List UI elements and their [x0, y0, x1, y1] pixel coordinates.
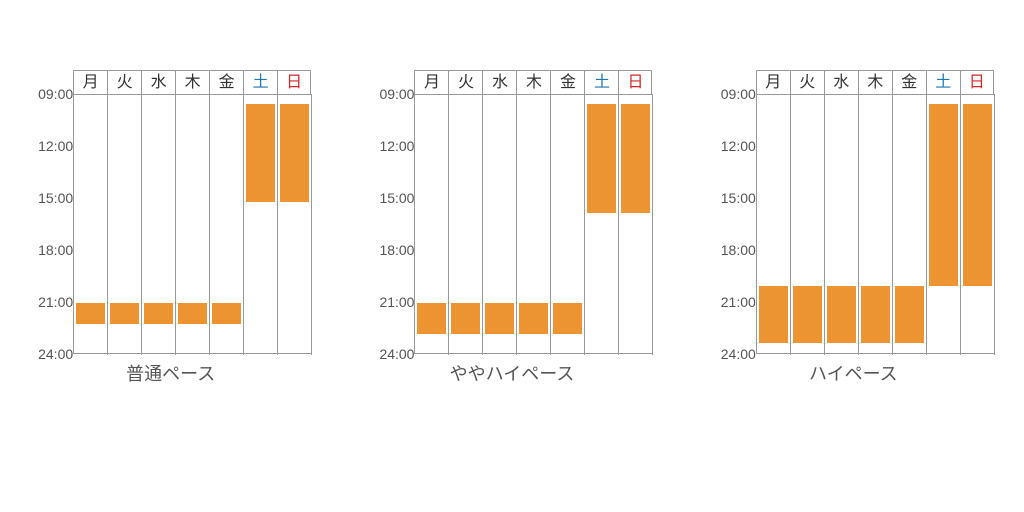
day-header-6: 日: [618, 70, 652, 94]
day-header-0: 月: [73, 70, 107, 94]
day-column-2: [142, 95, 176, 355]
day-header-3: 木: [516, 70, 550, 94]
day-header-5: 土: [584, 70, 618, 94]
day-column-5: [927, 95, 961, 355]
day-header-5: 土: [926, 70, 960, 94]
day-header-4: 金: [550, 70, 584, 94]
day-column-3: [517, 95, 551, 355]
day-column-4: [210, 95, 244, 355]
schedule-chart-2: 09:00 12:00 15:00 18:00 21:00 24:00 月火水木金土日ハイペ…: [712, 70, 995, 386]
schedule-chart-1: 09:00 12:00 15:00 18:00 21:00 24:00 月火水木金土日ややハ…: [370, 70, 653, 386]
day-column-5: [244, 95, 278, 355]
chart-title: ややハイペース: [450, 360, 575, 386]
day-header-6: 日: [277, 70, 311, 94]
schedule-bar: [895, 286, 924, 343]
day-column-0: [415, 95, 449, 355]
schedule-bar: [178, 303, 207, 324]
y-tick-label: 09:00: [379, 86, 414, 102]
schedule-bar: [212, 303, 241, 324]
chart-grid: [756, 94, 995, 354]
day-header-row: 月火水木金土日: [756, 70, 995, 94]
schedule-bar: [485, 303, 514, 334]
y-tick-label: 24:00: [721, 346, 756, 362]
schedule-bar: [144, 303, 173, 324]
day-column-2: [825, 95, 859, 355]
schedule-bar: [963, 104, 992, 286]
day-column-2: [483, 95, 517, 355]
schedule-bar: [246, 104, 275, 203]
chart-grid: [414, 94, 653, 354]
day-header-2: 水: [482, 70, 516, 94]
day-column-4: [551, 95, 585, 355]
y-tick-label: 18:00: [721, 242, 756, 258]
day-column-0: [74, 95, 108, 355]
day-column-4: [893, 95, 927, 355]
y-axis: 09:0012:0015:0018:0021:0024:00: [370, 94, 414, 354]
y-tick-label: 21:00: [38, 294, 73, 310]
y-tick-label: 21:00: [379, 294, 414, 310]
chart-title: 普通ペース: [126, 360, 215, 386]
day-header-row: 月火水木金土日: [73, 70, 312, 94]
day-header-4: 金: [209, 70, 243, 94]
day-header-1: 火: [448, 70, 482, 94]
schedule-bar: [759, 286, 788, 343]
schedule-bar: [929, 104, 958, 286]
y-tick-label: 12:00: [379, 138, 414, 154]
y-tick-label: 21:00: [721, 294, 756, 310]
day-column-5: [585, 95, 619, 355]
schedule-bar: [280, 104, 309, 203]
day-column-6: [619, 95, 653, 355]
day-header-5: 土: [243, 70, 277, 94]
y-axis: 09:0012:0015:0018:0021:0024:00: [712, 94, 756, 354]
schedule-bar: [621, 104, 650, 213]
day-column-3: [859, 95, 893, 355]
schedule-bar: [861, 286, 890, 343]
day-header-2: 水: [141, 70, 175, 94]
schedule-bar: [553, 303, 582, 334]
day-column-1: [791, 95, 825, 355]
schedule-bar: [587, 104, 616, 213]
y-tick-label: 24:00: [379, 346, 414, 362]
day-header-1: 火: [107, 70, 141, 94]
schedule-bar: [793, 286, 822, 343]
day-header-1: 火: [790, 70, 824, 94]
charts-container: 09:0012:0015:0018:0021:0024:00月火水木金土日普通ペ…: [0, 0, 1024, 512]
day-header-0: 月: [414, 70, 448, 94]
day-column-6: [278, 95, 312, 355]
day-header-6: 日: [960, 70, 994, 94]
day-column-0: [757, 95, 791, 355]
y-tick-label: 18:00: [38, 242, 73, 258]
chart-title: ハイペース: [809, 360, 898, 386]
y-axis: 09:0012:0015:0018:0021:0024:00: [29, 94, 73, 354]
y-tick-label: 09:00: [38, 86, 73, 102]
schedule-bar: [827, 286, 856, 343]
schedule-bar: [451, 303, 480, 334]
day-column-1: [449, 95, 483, 355]
y-tick-label: 24:00: [38, 346, 73, 362]
day-column-1: [108, 95, 142, 355]
day-header-row: 月火水木金土日: [414, 70, 653, 94]
y-tick-label: 15:00: [379, 190, 414, 206]
y-tick-label: 12:00: [721, 138, 756, 154]
day-header-3: 木: [175, 70, 209, 94]
schedule-chart-0: 09:00 12:00 15:00 18:00 21:00 24:00 月火水木金土日普通ペ…: [29, 70, 312, 386]
day-header-0: 月: [756, 70, 790, 94]
chart-grid: [73, 94, 312, 354]
day-column-3: [176, 95, 210, 355]
day-column-6: [961, 95, 995, 355]
y-tick-label: 12:00: [38, 138, 73, 154]
y-tick-label: 18:00: [379, 242, 414, 258]
y-tick-label: 09:00: [721, 86, 756, 102]
day-header-4: 金: [892, 70, 926, 94]
y-tick-label: 15:00: [721, 190, 756, 206]
y-tick-label: 15:00: [38, 190, 73, 206]
schedule-bar: [110, 303, 139, 324]
day-header-2: 水: [824, 70, 858, 94]
schedule-bar: [519, 303, 548, 334]
schedule-bar: [76, 303, 105, 324]
day-header-3: 木: [858, 70, 892, 94]
schedule-bar: [417, 303, 446, 334]
